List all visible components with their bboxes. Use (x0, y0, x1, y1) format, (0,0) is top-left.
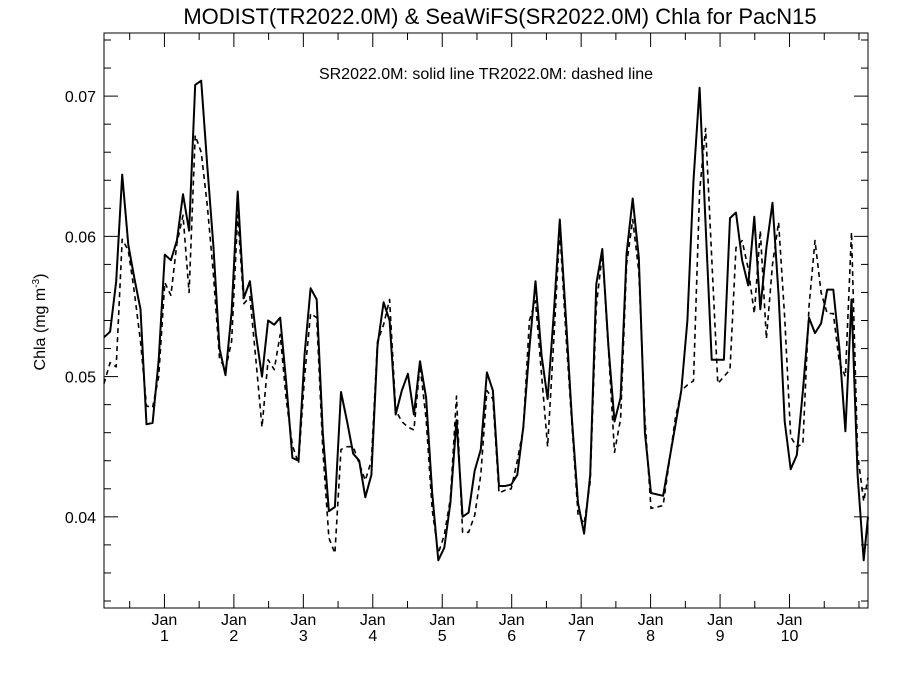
x-tick-label-year: 9 (716, 628, 725, 645)
y-tick-label: 0.07 (65, 89, 96, 106)
x-tick-label-year: 4 (368, 628, 377, 645)
x-tick-label-month: Jan (360, 612, 386, 629)
x-tick-label-year: 10 (781, 628, 799, 645)
x-tick-label-month: Jan (152, 612, 178, 629)
x-tick-label-year: 3 (299, 628, 308, 645)
x-tick-label-month: Jan (568, 612, 594, 629)
chart-title: MODIST(TR2022.0M) & SeaWiFS(SR2022.0M) C… (183, 4, 816, 29)
y-tick-label: 0.05 (65, 370, 96, 387)
x-tick-label-year: 5 (438, 628, 447, 645)
x-tick-label-month: Jan (221, 612, 247, 629)
x-tick-label-year: 7 (577, 628, 586, 645)
y-axis-label: Chla (mg m-3) (31, 274, 49, 371)
data-series (103, 79, 869, 562)
x-tick-label-year: 1 (160, 628, 169, 645)
x-tick-label-year: 6 (507, 628, 516, 645)
series-line-dashed (103, 127, 869, 555)
line-style-annotation: SR2022.0M: solid line TR2022.0M: dashed … (319, 66, 653, 83)
x-tick-label-year: 8 (646, 628, 655, 645)
x-tick-label-month: Jan (777, 612, 803, 629)
x-tick-label-month: Jan (290, 612, 316, 629)
x-tick-label-year: 2 (229, 628, 238, 645)
x-tick-label-month: Jan (707, 612, 733, 629)
y-tick-label: 0.06 (65, 229, 96, 246)
tick-labels: 0.040.050.060.07Jan1Jan2Jan3Jan4Jan5Jan6… (65, 89, 803, 645)
x-tick-label-month: Jan (499, 612, 525, 629)
x-tick-label-month: Jan (638, 612, 664, 629)
axis-ticks (104, 33, 868, 608)
x-tick-label-month: Jan (429, 612, 455, 629)
y-tick-label: 0.04 (65, 510, 96, 527)
series-line-solid (103, 79, 869, 562)
